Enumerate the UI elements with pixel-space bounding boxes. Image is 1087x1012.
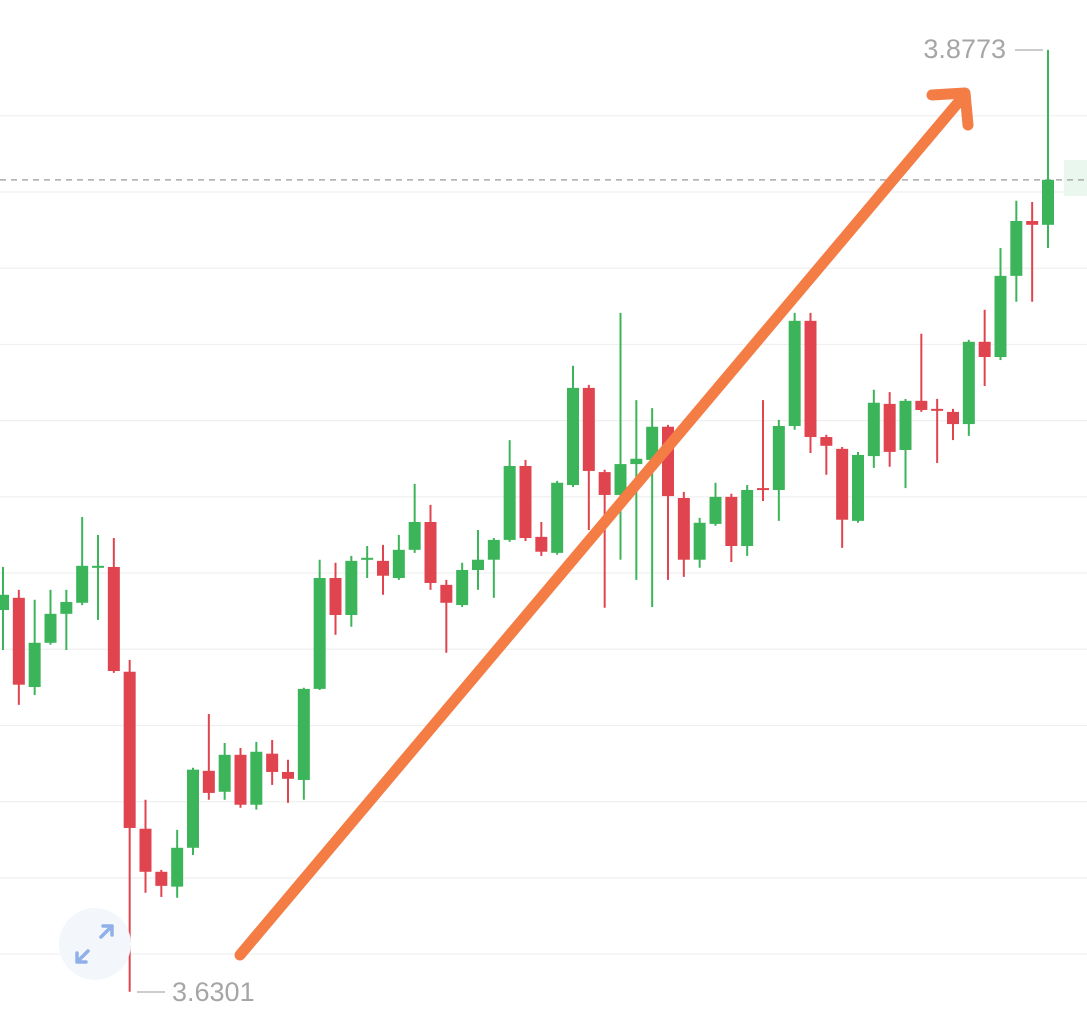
candle-body [567,387,579,486]
candle-body [1010,220,1023,276]
candle-body [1026,220,1039,225]
candle-body [503,465,516,540]
candle-body [820,437,833,446]
max-label: 3.8773 [923,34,1006,64]
candle-body [28,642,41,687]
candle-body [1042,179,1054,225]
candle-body [92,565,104,568]
candle-body [424,522,437,583]
candle-body [899,400,912,450]
candle-body [456,570,469,606]
candle-body [329,578,342,615]
candle-body [44,613,57,643]
candle-body [313,578,326,689]
candle-body [107,566,120,671]
candle-body [12,597,25,685]
candle-body [297,688,310,780]
candle-body [757,488,769,491]
candle-body [266,753,279,772]
candle-body [440,584,453,603]
min-label: 3.6301 [172,977,255,1007]
trend-arrow [234,87,974,961]
candle-body [931,408,944,411]
candle-body [741,489,754,547]
candle-body [487,539,500,560]
grid [0,115,1087,955]
candle-body [978,341,991,358]
candle-body [202,770,215,793]
candle-body [282,771,294,779]
candle-body [535,536,548,552]
candle-body [171,847,184,887]
candle-body [218,754,231,792]
candle-body [519,465,532,539]
candle-body [693,522,706,560]
candles [0,49,1087,992]
candle-body [646,426,659,460]
candle-body [788,320,801,426]
candle-body [962,341,975,425]
candle-body [76,565,89,603]
candle-body [60,602,73,614]
candle-body [725,496,738,547]
candle-body [408,522,421,550]
candle-body [187,769,199,848]
candle-body [915,400,928,410]
candle-body [709,496,722,524]
candle-body [392,549,405,579]
candle-body [883,403,896,452]
candle-body [614,464,627,495]
candle-body [582,387,595,471]
expand-button[interactable] [59,908,131,980]
candle-body [836,448,849,520]
candle-body [867,402,880,457]
candle-body [123,671,136,828]
price-tag [1064,160,1087,196]
candle-body [139,828,152,872]
candle-body [345,560,358,615]
candle-body [155,871,168,886]
candle-body [472,559,484,571]
candle-body [361,557,374,560]
candle-body [772,425,785,490]
candle-body [947,411,959,425]
candle-body [630,458,643,465]
candle-body [0,594,9,611]
candle-body [677,497,690,560]
candle-body [551,482,564,553]
candle-body [234,754,247,805]
candle-body [804,320,817,438]
candle-body [250,751,263,805]
candle-body [852,454,864,521]
candle-body [994,275,1007,358]
candle-body [377,560,389,576]
candle-body [598,472,611,495]
